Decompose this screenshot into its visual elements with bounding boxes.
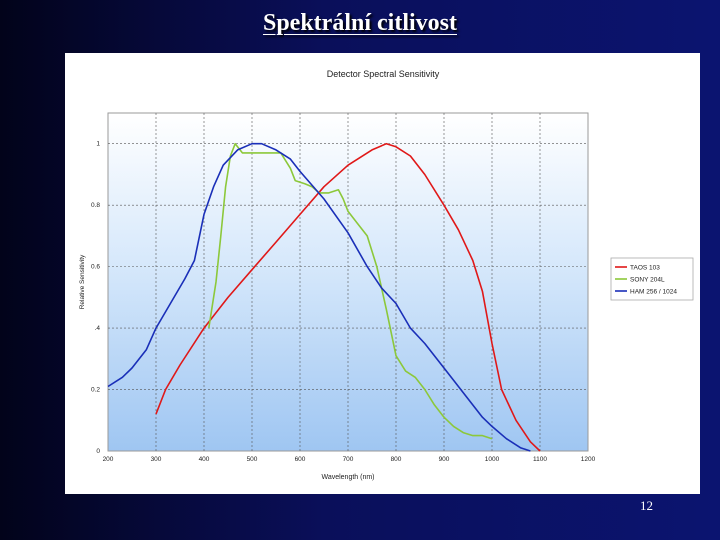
series-line-1 [155, 142, 541, 452]
x-tick-label: 1200 [581, 456, 596, 463]
page-number: 12 [640, 498, 653, 513]
y-tick-label: 1 [96, 141, 100, 148]
x-tick-label: 300 [151, 456, 162, 463]
legend-label: HAM 256 / 1024 [630, 289, 677, 296]
legend-label: TAOS 103 [630, 265, 660, 272]
grid-lines [108, 113, 588, 451]
x-tick-label: 1000 [485, 456, 500, 463]
x-axis-label: Wavelength (nm) [321, 474, 374, 481]
y-axis-label: Relative Sensitivity [79, 254, 86, 309]
series-lines [107, 142, 541, 452]
spectral-sensitivity-chart: 200 300 400 500 600 700 800 900 1000 1100 1200 0 0.2… [79, 69, 694, 481]
y-tick-label: 0.2 [91, 387, 100, 394]
x-tick-label: 900 [439, 456, 450, 463]
y-tick-label: 0.6 [91, 264, 100, 271]
x-tick-label: 700 [343, 456, 354, 463]
x-tick-label: 1100 [533, 456, 547, 463]
axes: 200 300 400 500 600 700 800 900 1000 1100 1200 0 0.2… [91, 141, 596, 463]
series-line-3 [107, 142, 531, 452]
legend-label: SONY 204L [630, 277, 665, 284]
y-tick-label: .4 [95, 325, 101, 332]
slide-title: Spektrální citlivost [262, 10, 457, 36]
y-tick-label: 0 [96, 448, 100, 455]
x-tick-label: 800 [391, 456, 402, 463]
y-tick-label: 0.8 [91, 202, 100, 209]
legend: TAOS 103 SONY 204L HAM 256 / 1024 [610, 257, 694, 301]
chart-title: Detector Spectral Sensitivity [327, 69, 440, 79]
x-tick-label: 400 [199, 456, 210, 463]
x-tick-label: 600 [295, 456, 306, 463]
x-tick-label: 200 [103, 456, 114, 463]
series-line-2 [208, 142, 493, 440]
chart-frame: 200 300 400 500 600 700 800 900 1000 1100 1200 0 0.2… [65, 53, 700, 494]
x-tick-label: 500 [247, 456, 258, 463]
